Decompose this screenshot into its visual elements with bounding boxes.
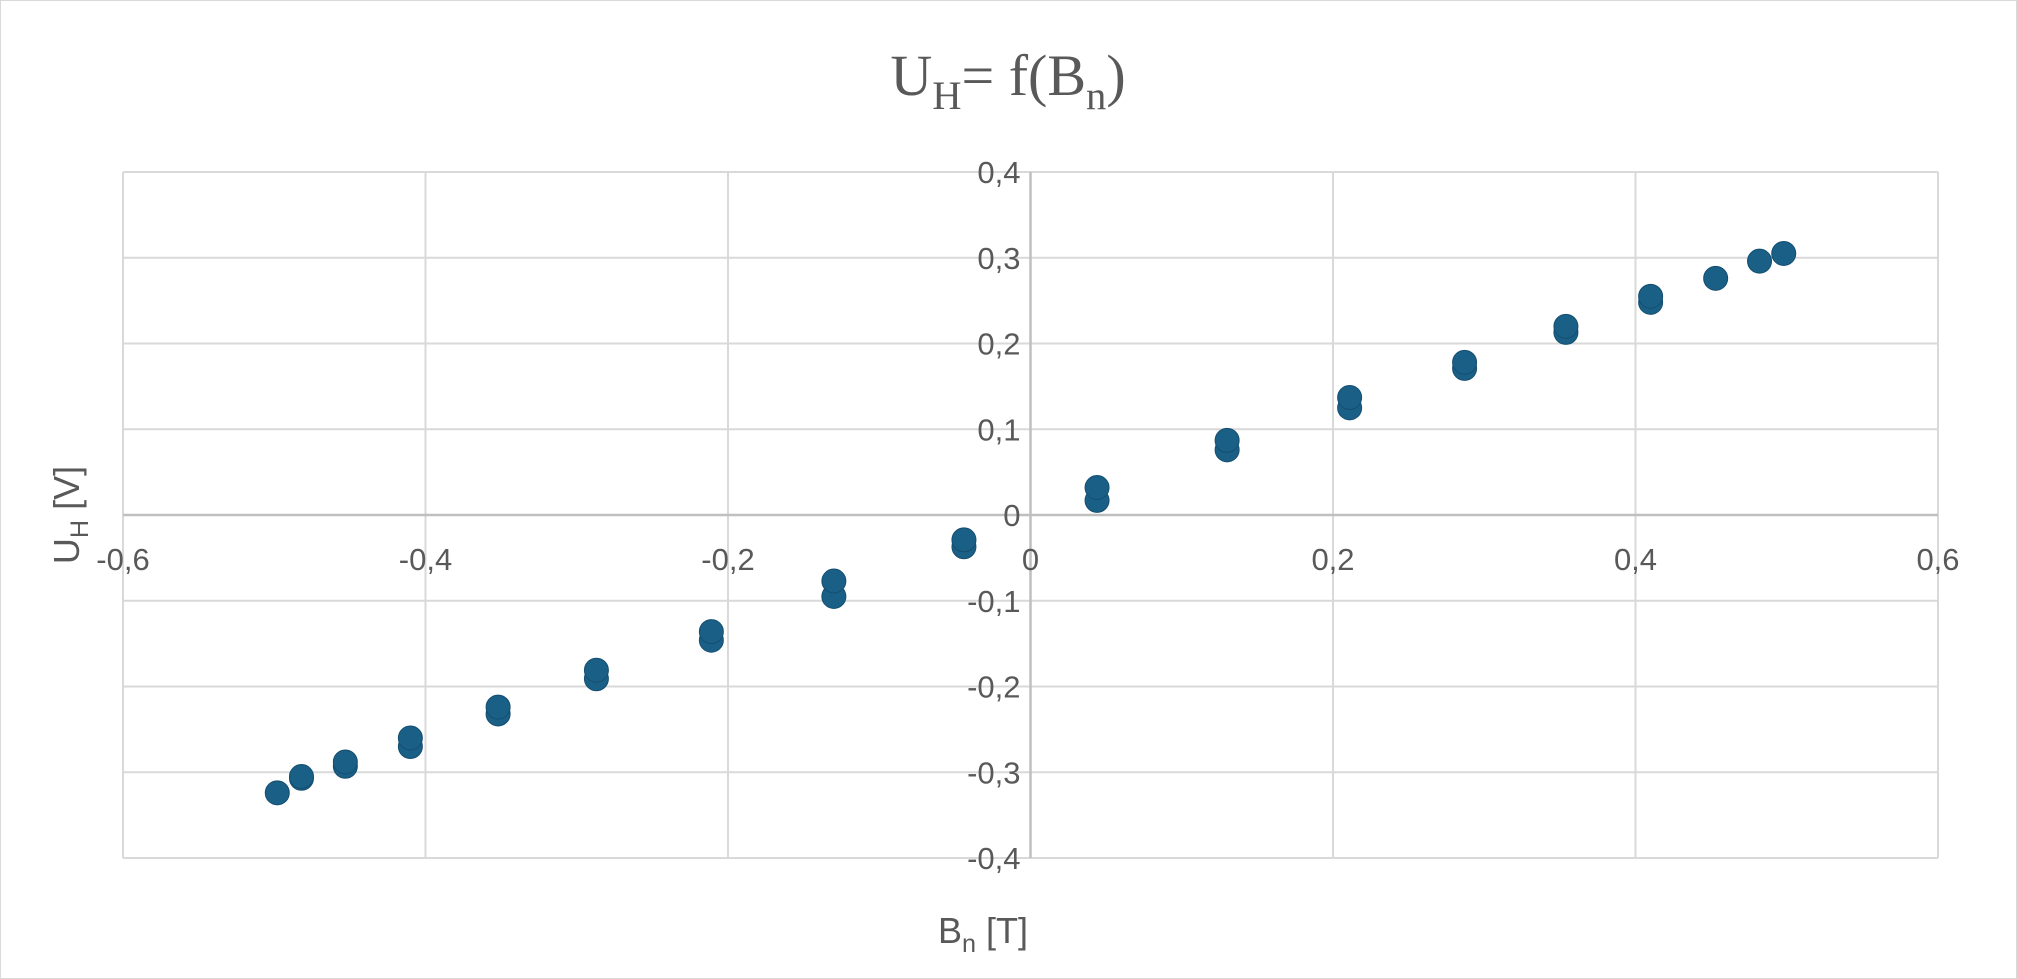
x-axis-label: Bn [T]: [938, 910, 1028, 958]
y-tick-label: -0,4: [967, 841, 1020, 876]
x-tick-label: -0,2: [701, 542, 754, 577]
y-tick-label: -0,2: [967, 670, 1020, 705]
x-tick-label: 0,2: [1311, 542, 1354, 577]
data-point: [698, 619, 724, 645]
y-tick-label: -0,1: [967, 584, 1020, 619]
data-point: [1337, 385, 1363, 411]
data-point: [288, 764, 314, 790]
y-tick-label: 0: [1003, 498, 1020, 533]
data-point: [1214, 427, 1240, 453]
data-point: [485, 694, 511, 720]
data-point: [1638, 283, 1664, 309]
data-point: [1771, 240, 1797, 266]
data-point: [397, 725, 423, 751]
y-tick-label: 0,1: [977, 412, 1020, 447]
x-tick-label: 0,6: [1916, 542, 1959, 577]
data-point: [583, 657, 609, 683]
axes: [123, 172, 1938, 858]
data-point: [1452, 349, 1478, 375]
data-point: [821, 568, 847, 594]
x-tick-label: 0,4: [1614, 542, 1657, 577]
data-point: [332, 749, 358, 775]
x-tick-label: -0,4: [399, 542, 452, 577]
x-tick-label: 0: [1022, 542, 1039, 577]
data-point: [1084, 475, 1110, 501]
data-point: [1747, 248, 1773, 274]
data-point: [951, 527, 977, 553]
data-point: [1553, 313, 1579, 339]
y-tick-label: 0,2: [977, 327, 1020, 362]
data-points: [264, 240, 1797, 806]
y-axis-label: UH [V]: [46, 466, 94, 564]
x-tick-label: -0,6: [96, 542, 149, 577]
y-tick-label: 0,3: [977, 241, 1020, 276]
tick-labels: -0,6 -0,4 -0,2 0 0,2 0,4 0,60,40,30,20,10-0,1-…: [96, 155, 1959, 876]
chart-title: UH= f(Bn): [890, 43, 1125, 118]
y-tick-label: -0,3: [967, 755, 1020, 790]
data-point: [264, 780, 290, 806]
y-tick-label: 0,4: [977, 155, 1020, 190]
data-point: [1703, 265, 1729, 291]
